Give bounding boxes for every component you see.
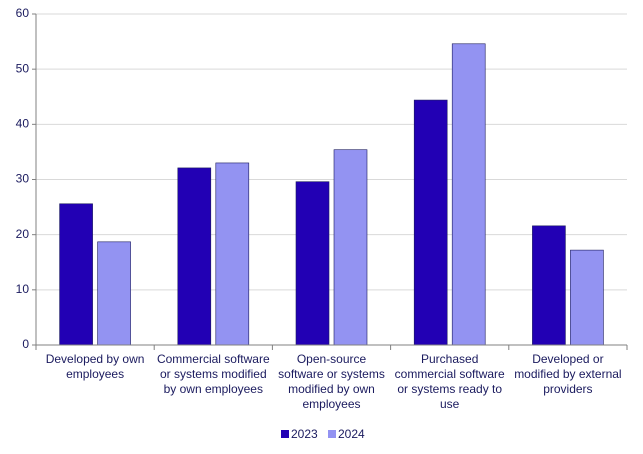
bar	[295, 181, 330, 346]
legend-item: 2023	[281, 427, 318, 441]
legend-label: 2023	[291, 427, 318, 441]
bar	[333, 149, 368, 346]
bar	[177, 167, 212, 346]
y-tick-label: 60	[16, 6, 30, 20]
bar	[413, 99, 448, 346]
y-tick-label: 50	[16, 61, 30, 75]
legend-label: 2024	[338, 427, 365, 441]
y-tick-label: 40	[16, 117, 30, 131]
bar	[451, 43, 486, 346]
x-tick-label: Developed or modified by external provid…	[514, 352, 622, 396]
y-tick-label: 10	[16, 282, 30, 296]
legend-swatch	[328, 430, 336, 438]
bar	[215, 162, 250, 346]
y-tick-label: 0	[22, 337, 29, 351]
legend-item: 2024	[328, 427, 365, 441]
x-tick-label: Commercial software or systems modified …	[156, 352, 270, 396]
bar	[532, 225, 566, 346]
bar	[570, 249, 604, 346]
y-tick-label: 20	[16, 227, 30, 241]
bar	[59, 203, 93, 346]
x-tick-label: Purchased commercial software or systems…	[394, 352, 505, 411]
legend-swatch	[281, 430, 289, 438]
x-tick-label: Open-source software or systems modified…	[278, 352, 385, 411]
y-tick-label: 30	[16, 172, 30, 186]
x-tick-label: Developed by own employees	[45, 352, 145, 381]
bar	[97, 241, 131, 346]
